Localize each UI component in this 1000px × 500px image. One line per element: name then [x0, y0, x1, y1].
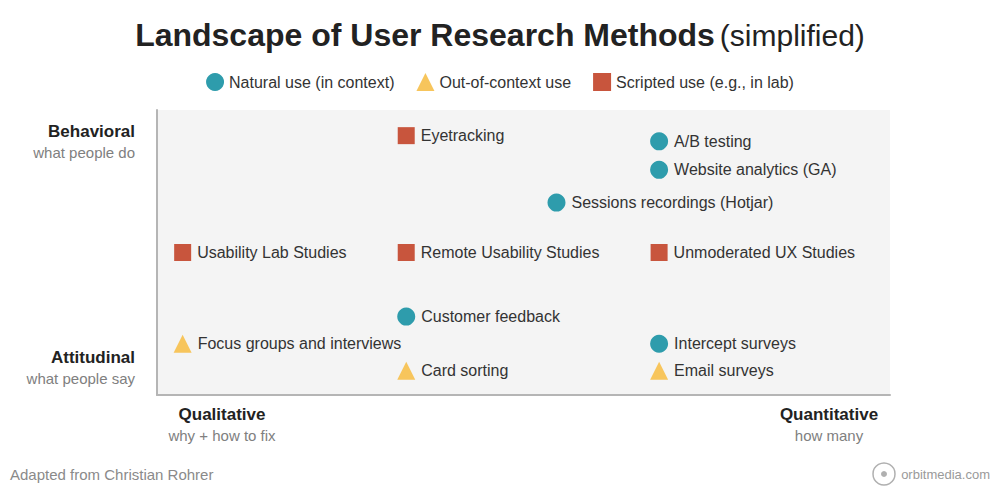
svg-text:what people say: what people say	[26, 370, 136, 387]
svg-text:Qualitative: Qualitative	[179, 405, 266, 424]
svg-text:Intercept surveys: Intercept surveys	[674, 335, 796, 352]
svg-text:orbitmedia.com: orbitmedia.com	[901, 467, 990, 482]
svg-text:(simplified): (simplified)	[720, 19, 865, 52]
svg-text:Remote Usability Studies: Remote Usability Studies	[421, 244, 600, 261]
svg-text:Sessions recordings (Hotjar): Sessions recordings (Hotjar)	[571, 194, 773, 211]
svg-text:Behavioral: Behavioral	[48, 122, 135, 141]
svg-text:Customer feedback: Customer feedback	[421, 308, 561, 325]
svg-text:Scripted use (e.g., in lab): Scripted use (e.g., in lab)	[616, 74, 794, 91]
svg-text:Eyetracking: Eyetracking	[421, 127, 505, 144]
svg-text:Attitudinal: Attitudinal	[51, 348, 135, 367]
svg-text:why + how to fix: why + how to fix	[167, 427, 276, 444]
svg-text:Card sorting: Card sorting	[421, 362, 508, 379]
svg-text:Quantitative: Quantitative	[780, 405, 878, 424]
svg-text:Adapted from Christian Rohrer: Adapted from Christian Rohrer	[10, 466, 213, 483]
svg-text:Usability Lab Studies: Usability Lab Studies	[197, 244, 346, 261]
svg-text:how many: how many	[795, 427, 864, 444]
svg-text:Focus groups and interviews: Focus groups and interviews	[198, 335, 402, 352]
svg-text:Landscape of User Research Met: Landscape of User Research Methods	[135, 17, 715, 53]
svg-text:Website analytics (GA): Website analytics (GA)	[674, 161, 836, 178]
svg-text:Out-of-context use: Out-of-context use	[439, 74, 571, 91]
svg-text:what people do: what people do	[32, 144, 135, 161]
svg-text:Email surveys: Email surveys	[674, 362, 774, 379]
svg-text:Unmoderated UX Studies: Unmoderated UX Studies	[674, 244, 855, 261]
svg-text:Natural use (in context): Natural use (in context)	[229, 74, 394, 91]
svg-text:A/B testing: A/B testing	[674, 133, 751, 150]
